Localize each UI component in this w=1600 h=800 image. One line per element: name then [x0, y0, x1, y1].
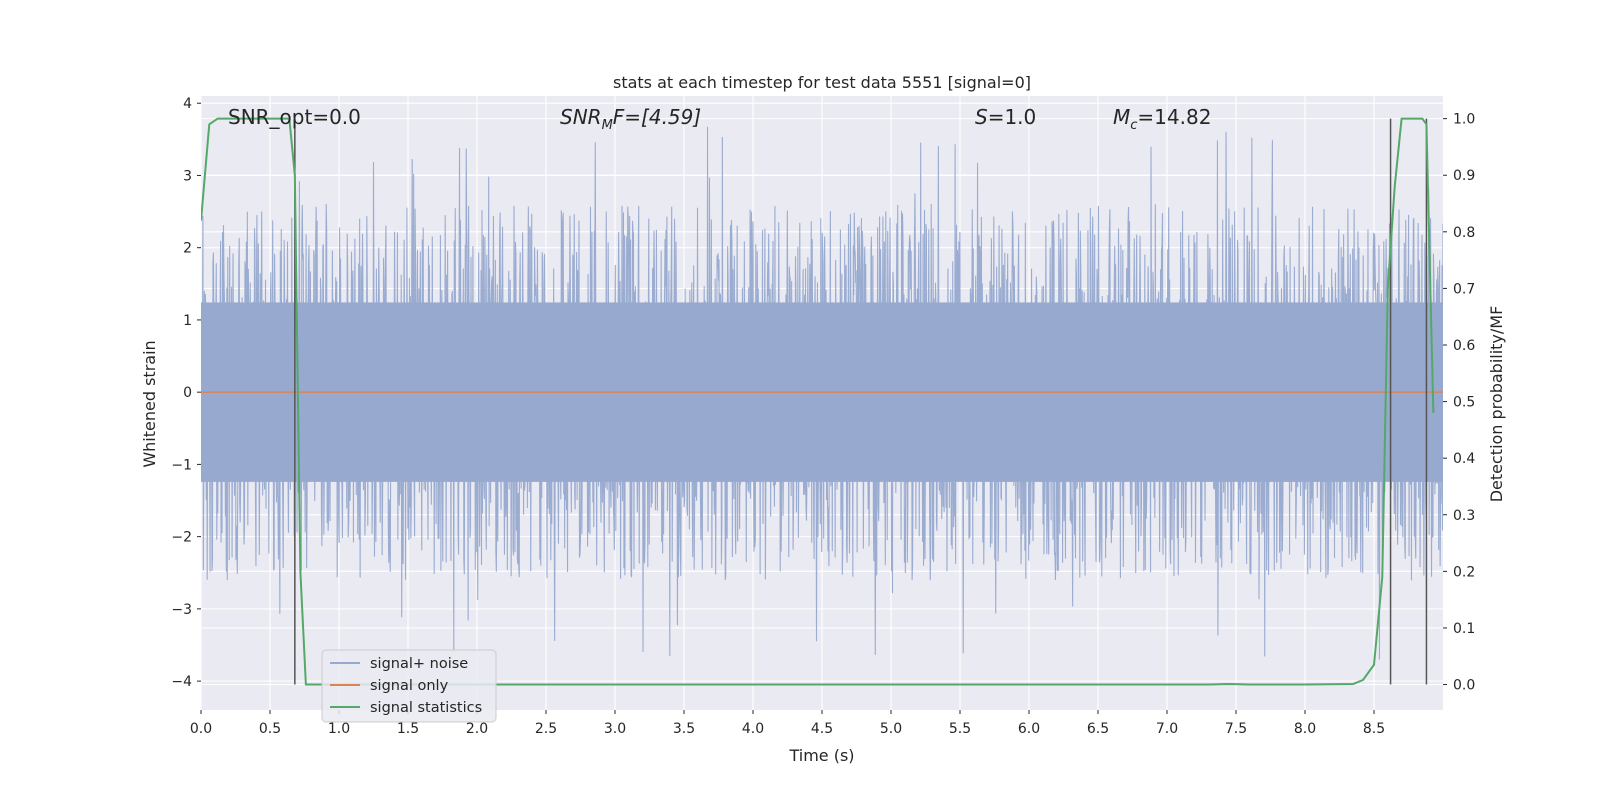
y2-tick-label-7: 0.7 [1453, 281, 1475, 297]
x-tick-label-12: 6.0 [1018, 721, 1040, 737]
y2-tick-label-8: 0.8 [1453, 225, 1475, 241]
chart-title: stats at each timestep for test data 555… [613, 73, 1031, 92]
snr-mf-base: SNR [560, 105, 602, 129]
x-tick-label-1: 0.5 [259, 721, 281, 737]
y-tick-label-5: 1 [183, 313, 192, 329]
y-tick-label-2: −2 [171, 530, 192, 546]
y-tick-label-6: 2 [183, 241, 192, 257]
annotation-snr-mf: SNRMF=[4.59] [560, 105, 701, 133]
snr-mf-sub: M [602, 118, 613, 133]
x-axis-label: Time (s) [788, 746, 854, 765]
x-tick-label-2: 1.0 [328, 721, 350, 737]
x-tick-label-7: 3.5 [673, 721, 695, 737]
annotation-s: S=1.0 [975, 105, 1036, 129]
annotation-mc: Mc=14.82 [1113, 105, 1211, 133]
mc-sub: c [1130, 118, 1137, 133]
y-tick-label-3: −1 [171, 457, 192, 473]
y2-tick-label-10: 1.0 [1453, 112, 1475, 128]
legend-label-signal-only: signal only [370, 678, 449, 694]
x-tick-label-11: 5.5 [949, 721, 971, 737]
y2-tick-label-0: 0.0 [1453, 678, 1475, 694]
x-tick-label-17: 8.5 [1363, 721, 1385, 737]
x-tick-labels: 0.0 0.5 1.0 1.5 2.0 2.5 3.0 3.5 4.0 4.5 5.0 5.5 6.0 6… [190, 710, 1385, 737]
y2-axis-label: Detection probability/MF [1487, 306, 1506, 503]
y2-tick-label-2: 0.2 [1453, 564, 1475, 580]
mc-value: =14.82 [1137, 105, 1211, 129]
snr-mf-rest: F=[4.59] [613, 105, 701, 129]
y2-tick-label-4: 0.4 [1453, 451, 1475, 467]
y-tick-label-7: 3 [183, 168, 192, 184]
y-tick-label-8: 4 [183, 96, 192, 112]
legend-box [321, 649, 497, 723]
x-tick-label-6: 3.0 [604, 721, 626, 737]
legend-label-signal-noise: signal+ noise [370, 656, 468, 672]
x-tick-label-16: 8.0 [1294, 721, 1316, 737]
x-tick-label-8: 4.0 [742, 721, 764, 737]
y2-tick-label-3: 0.3 [1453, 508, 1475, 524]
x-tick-label-4: 2.0 [466, 721, 488, 737]
legend-label-signal-statistics: signal statistics [370, 700, 482, 716]
x-tick-label-9: 4.5 [811, 721, 833, 737]
x-tick-label-13: 6.5 [1087, 721, 1109, 737]
y2-tick-label-6: 0.6 [1453, 338, 1475, 354]
signal-statistics-line [201, 117, 1435, 686]
y-tick-labels: −4 −3 −2 −1 0 1 2 3 4 [171, 96, 201, 690]
y-axis-label: Whitened strain [140, 340, 159, 467]
y-tick-label-1: −3 [171, 602, 192, 618]
y-tick-label-4: 0 [183, 385, 192, 401]
x-tick-label-5: 2.5 [535, 721, 557, 737]
x-tick-label-10: 5.0 [880, 721, 902, 737]
y2-tick-label-5: 0.5 [1453, 395, 1475, 411]
y2-tick-labels: 0.0 0.1 0.2 0.3 0.4 0.5 0.6 0.7 0.8 0.9 1.0 [1443, 112, 1475, 694]
x-tick-label-15: 7.5 [1225, 721, 1247, 737]
s-value: =1.0 [988, 105, 1037, 129]
y2-tick-label-1: 0.1 [1453, 621, 1475, 637]
x-tick-label-3: 1.5 [397, 721, 419, 737]
x-tick-label-0: 0.0 [190, 721, 212, 737]
x-tick-label-14: 7.0 [1156, 721, 1178, 737]
y2-tick-label-9: 0.9 [1453, 168, 1475, 184]
legend: signal+ noise signal only signal statist… [321, 649, 497, 723]
s-symbol: S [975, 105, 988, 129]
mc-base: M [1113, 105, 1130, 129]
series-signal-statistics [201, 117, 1435, 686]
y-tick-label-0: −4 [171, 674, 192, 690]
annotation-snr-opt: SNR_opt=0.0 [228, 105, 361, 129]
